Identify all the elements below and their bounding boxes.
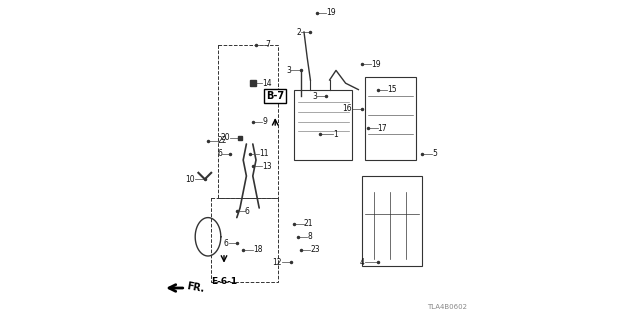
Text: 6: 6 xyxy=(245,207,250,216)
Text: 1: 1 xyxy=(333,130,337,139)
Text: E-6-1: E-6-1 xyxy=(211,277,237,286)
Text: 9: 9 xyxy=(262,117,268,126)
Text: 14: 14 xyxy=(262,79,272,88)
Text: 23: 23 xyxy=(310,245,320,254)
Text: 6: 6 xyxy=(224,239,229,248)
Text: 13: 13 xyxy=(262,162,272,171)
Text: FR.: FR. xyxy=(186,282,205,294)
Text: 6: 6 xyxy=(218,149,223,158)
Text: 2: 2 xyxy=(296,28,301,36)
Text: 19: 19 xyxy=(326,8,336,17)
Text: 8: 8 xyxy=(307,232,312,241)
Text: 4: 4 xyxy=(360,258,365,267)
Text: 12: 12 xyxy=(272,258,282,267)
Text: 20: 20 xyxy=(221,133,230,142)
Text: B-7: B-7 xyxy=(266,91,284,101)
Text: 5: 5 xyxy=(432,149,437,158)
Text: 11: 11 xyxy=(259,149,269,158)
Text: 17: 17 xyxy=(378,124,387,132)
Text: 21: 21 xyxy=(304,220,314,228)
Text: 3: 3 xyxy=(312,92,317,100)
Text: 10: 10 xyxy=(186,175,195,184)
Text: 19: 19 xyxy=(371,60,381,68)
Text: 16: 16 xyxy=(342,104,352,113)
Text: 18: 18 xyxy=(253,245,262,254)
Text: TLA4B0602: TLA4B0602 xyxy=(428,304,467,310)
Text: 7: 7 xyxy=(266,40,271,49)
Text: 15: 15 xyxy=(387,85,397,94)
Text: 3: 3 xyxy=(286,66,291,75)
Text: 22: 22 xyxy=(218,136,227,145)
